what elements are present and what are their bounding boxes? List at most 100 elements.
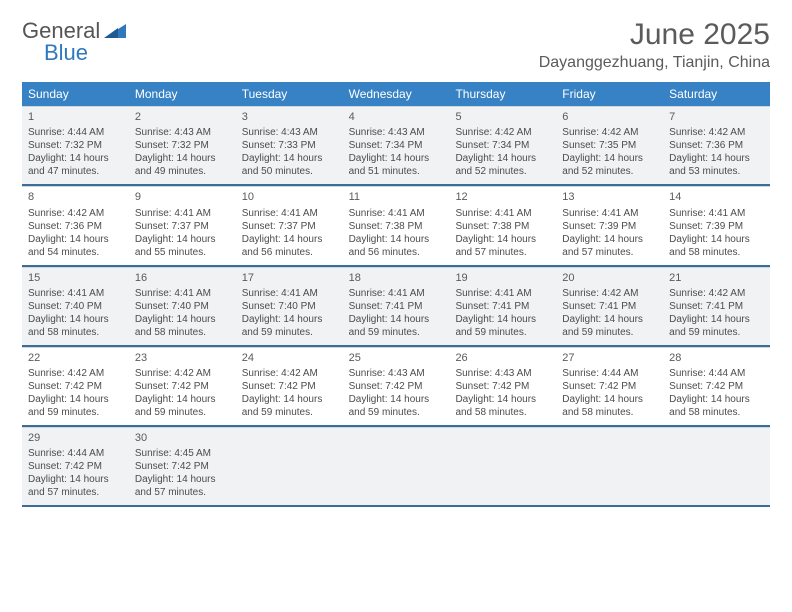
sunset-line: Sunset: 7:42 PM xyxy=(349,380,444,393)
calendar-cell: 11Sunrise: 4:41 AMSunset: 7:38 PMDayligh… xyxy=(343,187,450,264)
logo-text-blue: Blue xyxy=(44,40,88,65)
calendar-cell: 4Sunrise: 4:43 AMSunset: 7:34 PMDaylight… xyxy=(343,107,450,184)
logo-text-blue-wrap: Blue xyxy=(42,40,88,66)
sunrise-line: Sunrise: 4:42 AM xyxy=(669,126,764,139)
day-number: 30 xyxy=(135,431,230,445)
sunrise-line: Sunrise: 4:42 AM xyxy=(242,367,337,380)
sunrise-line: Sunrise: 4:42 AM xyxy=(455,126,550,139)
sunset-line: Sunset: 7:42 PM xyxy=(135,460,230,473)
day-number: 23 xyxy=(135,351,230,365)
calendar-cell: 16 Sunrise: 4:41 AMSunset: 7:40 PMDayligh… xyxy=(129,268,236,345)
day-number: 28 xyxy=(669,351,764,365)
sunset-line: Sunset: 7:34 PM xyxy=(349,139,444,152)
sunrise-line: Sunrise: 4:41 AM xyxy=(135,287,230,300)
sunset-line: Sunset: 7:32 PM xyxy=(135,139,230,152)
sunset-line: Sunset: 7:40 PM xyxy=(135,300,230,313)
daylight-line: Daylight: 14 hours and 58 minutes. xyxy=(135,313,230,339)
day-header-row: SundayMondayTuesdayWednesdayThursdayFrid… xyxy=(22,82,770,106)
logo-triangle-icon xyxy=(104,22,126,43)
day-header: Tuesday xyxy=(236,82,343,106)
day-number: 29 xyxy=(28,431,123,445)
daylight-line: Daylight: 14 hours and 59 minutes. xyxy=(669,313,764,339)
week-row: 15Sunrise: 4:41 AMSunset: 7:40 PMDayligh… xyxy=(22,267,770,347)
day-number: 7 xyxy=(669,110,764,124)
calendar-cell: 9Sunrise: 4:41 AMSunset: 7:37 PMDaylight… xyxy=(129,187,236,264)
daylight-line: Daylight: 14 hours and 56 minutes. xyxy=(349,233,444,259)
sunset-line: Sunset: 7:38 PM xyxy=(349,220,444,233)
daylight-line: Daylight: 14 hours and 58 minutes. xyxy=(669,393,764,419)
calendar-cell: 25Sunrise: 4:43 AMSunset: 7:42 PMDayligh… xyxy=(343,348,450,425)
sunset-line: Sunset: 7:36 PM xyxy=(669,139,764,152)
sunset-line: Sunset: 7:41 PM xyxy=(562,300,657,313)
calendar-cell: 12Sunrise: 4:41 AMSunset: 7:38 PMDayligh… xyxy=(449,187,556,264)
sunrise-line: Sunrise: 4:43 AM xyxy=(349,126,444,139)
calendar-cell: 22Sunrise: 4:42 AMSunset: 7:42 PMDayligh… xyxy=(22,348,129,425)
calendar-cell: 6Sunrise: 4:42 AMSunset: 7:35 PMDaylight… xyxy=(556,107,663,184)
location: Dayanggezhuang, Tianjin, China xyxy=(539,54,770,72)
daylight-line: Daylight: 14 hours and 59 minutes. xyxy=(349,313,444,339)
calendar-cell: 21Sunrise: 4:42 AMSunset: 7:41 PMDayligh… xyxy=(663,268,770,345)
sunrise-line: Sunrise: 4:42 AM xyxy=(28,207,123,220)
sunset-line: Sunset: 7:40 PM xyxy=(242,300,337,313)
sunset-line: Sunset: 7:41 PM xyxy=(349,300,444,313)
calendar-cell: 15Sunrise: 4:41 AMSunset: 7:40 PMDayligh… xyxy=(22,268,129,345)
day-number: 15 xyxy=(28,271,123,285)
sunset-line: Sunset: 7:33 PM xyxy=(242,139,337,152)
sunrise-line: Sunrise: 4:42 AM xyxy=(669,287,764,300)
week-row: 1Sunrise: 4:44 AMSunset: 7:32 PMDaylight… xyxy=(22,106,770,186)
daylight-line: Daylight: 14 hours and 59 minutes. xyxy=(349,393,444,419)
daylight-line: Daylight: 14 hours and 57 minutes. xyxy=(562,233,657,259)
sunrise-line: Sunrise: 4:41 AM xyxy=(349,287,444,300)
day-number: 20 xyxy=(562,271,657,285)
daylight-line: Daylight: 14 hours and 58 minutes. xyxy=(28,313,123,339)
day-number: 14 xyxy=(669,190,764,204)
sunset-line: Sunset: 7:42 PM xyxy=(562,380,657,393)
calendar-cell: 20Sunrise: 4:42 AMSunset: 7:41 PMDayligh… xyxy=(556,268,663,345)
sunset-line: Sunset: 7:42 PM xyxy=(135,380,230,393)
calendar-cell: 23 Sunrise: 4:42 AMSunset: 7:42 PMDayligh… xyxy=(129,348,236,425)
sunrise-line: Sunrise: 4:41 AM xyxy=(242,207,337,220)
sunrise-line: Sunrise: 4:42 AM xyxy=(135,367,230,380)
sunset-line: Sunset: 7:42 PM xyxy=(28,460,123,473)
daylight-line: Daylight: 14 hours and 55 minutes. xyxy=(135,233,230,259)
calendar-cell: 8Sunrise: 4:42 AMSunset: 7:36 PMDaylight… xyxy=(22,187,129,264)
calendar-cell: 10Sunrise: 4:41 AMSunset: 7:37 PMDayligh… xyxy=(236,187,343,264)
calendar-cell: 17Sunrise: 4:41 AMSunset: 7:40 PMDayligh… xyxy=(236,268,343,345)
day-header: Thursday xyxy=(449,82,556,106)
day-number: 1 xyxy=(28,110,123,124)
calendar-cell xyxy=(236,428,343,505)
daylight-line: Daylight: 14 hours and 50 minutes. xyxy=(242,152,337,178)
daylight-line: Daylight: 14 hours and 59 minutes. xyxy=(135,393,230,419)
day-header: Monday xyxy=(129,82,236,106)
sunrise-line: Sunrise: 4:41 AM xyxy=(28,287,123,300)
sunrise-line: Sunrise: 4:44 AM xyxy=(562,367,657,380)
daylight-line: Daylight: 14 hours and 57 minutes. xyxy=(135,473,230,499)
day-number: 17 xyxy=(242,271,337,285)
day-header: Friday xyxy=(556,82,663,106)
sunrise-line: Sunrise: 4:42 AM xyxy=(562,287,657,300)
calendar-cell: 27Sunrise: 4:44 AMSunset: 7:42 PMDayligh… xyxy=(556,348,663,425)
daylight-line: Daylight: 14 hours and 57 minutes. xyxy=(28,473,123,499)
week-row: 22Sunrise: 4:42 AMSunset: 7:42 PMDayligh… xyxy=(22,347,770,427)
day-number: 16 xyxy=(135,271,230,285)
daylight-line: Daylight: 14 hours and 56 minutes. xyxy=(242,233,337,259)
sunset-line: Sunset: 7:42 PM xyxy=(28,380,123,393)
daylight-line: Daylight: 14 hours and 47 minutes. xyxy=(28,152,123,178)
day-header: Wednesday xyxy=(343,82,450,106)
sunset-line: Sunset: 7:42 PM xyxy=(455,380,550,393)
sunrise-line: Sunrise: 4:43 AM xyxy=(455,367,550,380)
sunrise-line: Sunrise: 4:41 AM xyxy=(455,287,550,300)
calendar-cell xyxy=(449,428,556,505)
daylight-line: Daylight: 14 hours and 59 minutes. xyxy=(242,313,337,339)
header: General June 2025 Dayanggezhuang, Tianji… xyxy=(22,18,770,72)
day-number: 4 xyxy=(349,110,444,124)
sunrise-line: Sunrise: 4:45 AM xyxy=(135,447,230,460)
daylight-line: Daylight: 14 hours and 59 minutes. xyxy=(455,313,550,339)
day-number: 5 xyxy=(455,110,550,124)
sunrise-line: Sunrise: 4:41 AM xyxy=(135,207,230,220)
sunset-line: Sunset: 7:38 PM xyxy=(455,220,550,233)
sunrise-line: Sunrise: 4:41 AM xyxy=(669,207,764,220)
day-number: 12 xyxy=(455,190,550,204)
calendar: SundayMondayTuesdayWednesdayThursdayFrid… xyxy=(22,82,770,507)
daylight-line: Daylight: 14 hours and 59 minutes. xyxy=(28,393,123,419)
